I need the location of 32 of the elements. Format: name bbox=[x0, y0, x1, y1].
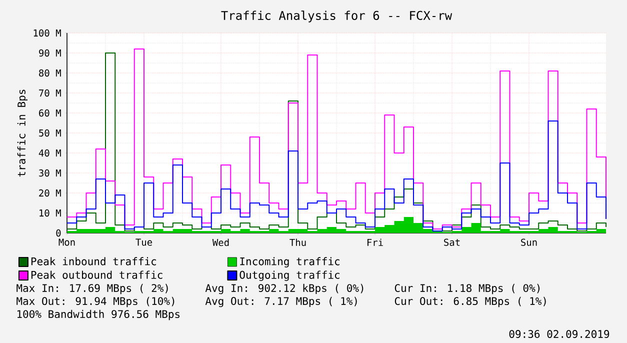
text: Avg In: 902.12 kBps ( 0%) bbox=[205, 284, 364, 294]
x-tick-label: Thu bbox=[290, 238, 306, 246]
text: Cur Out: 6.85 MBps ( 1%) bbox=[394, 296, 546, 308]
legend-label: Outgoing traffic bbox=[240, 270, 340, 281]
text: Max In: 17.69 MBps ( 2%) bbox=[16, 284, 168, 294]
text: Max Out: 91.94 MBps (10%) bbox=[16, 296, 174, 308]
x-tick-label: Wed bbox=[212, 238, 229, 246]
x-tick-label: Fri bbox=[368, 238, 383, 246]
y-tick-label: 20 M bbox=[39, 189, 61, 197]
y-tick-label: 10 M bbox=[40, 209, 61, 217]
y-axis-title: traffic in Bps bbox=[17, 90, 28, 177]
text: 09:36 02.09.2019 bbox=[509, 330, 610, 338]
y-tick-label: 30 M bbox=[39, 169, 61, 177]
text: Avg Out: 7.17 MBps ( 1%) bbox=[205, 296, 357, 308]
y-tick-label: 0 bbox=[56, 229, 61, 237]
legend-label: Incoming traffic bbox=[240, 257, 340, 268]
y-tick-label: 50 M bbox=[39, 129, 61, 137]
legend-label: Peak inbound traffic bbox=[31, 257, 156, 266]
x-tick-label: Sat bbox=[444, 238, 460, 246]
y-tick-label: 90 M bbox=[39, 49, 61, 57]
text: Cur In: 1.18 MBps ( 0%) bbox=[394, 284, 540, 294]
x-tick-label: Tue bbox=[136, 238, 152, 246]
y-tick-label: 60 M bbox=[39, 109, 61, 117]
y-tick-label: 40 M bbox=[38, 149, 61, 157]
x-tick-label: Mon bbox=[58, 238, 75, 246]
chart-title: Traffic Analysis for 6 -- FCX-rw bbox=[221, 10, 452, 22]
y-tick-label: 80 M bbox=[39, 69, 61, 77]
y-tick-label: 70 M bbox=[39, 89, 61, 97]
legend-label: Peak outbound traffic bbox=[31, 270, 162, 279]
x-tick-label: Sun bbox=[521, 238, 537, 246]
text: 100% Bandwidth 976.56 MBps bbox=[17, 310, 180, 320]
y-tick-label: 100 M bbox=[34, 29, 61, 37]
